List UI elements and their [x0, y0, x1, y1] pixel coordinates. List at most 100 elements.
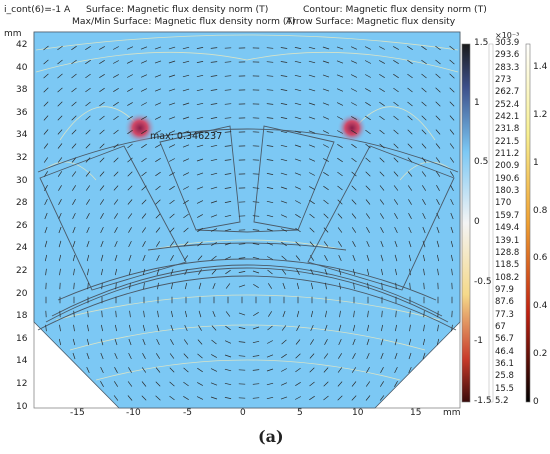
x-axis-unit: mm [443, 408, 461, 418]
field-arrow-574 [101, 310, 103, 318]
field-arrow-83 [365, 74, 371, 78]
field-arrow-731 [127, 395, 133, 401]
field-arrow-33 [85, 59, 91, 65]
field-arrow-451 [58, 254, 62, 262]
field-arrow-397 [141, 227, 147, 233]
field-arrow-708 [100, 381, 104, 387]
field-arrow-295 [393, 171, 399, 177]
field-arrow-273 [85, 171, 91, 177]
field-arrow-274 [99, 171, 105, 177]
field-arrow-8 [154, 46, 162, 50]
field-arrow-199 [308, 130, 316, 134]
field-arrow-227 [280, 144, 288, 148]
field-arrow-646 [281, 339, 287, 345]
field-arrow-491 [198, 269, 202, 275]
field-arrow-525 [253, 284, 259, 288]
field-arrow-593 [367, 310, 369, 318]
field-arrow-139 [308, 102, 316, 106]
field-arrow-482 [73, 268, 75, 276]
field-arrow-389 [450, 212, 454, 220]
field-arrow-192 [210, 131, 218, 133]
field-arrow-722 [295, 382, 301, 386]
field-arrow-519 [171, 282, 173, 290]
field-arrow-236 [407, 143, 413, 149]
field-arrow-527 [282, 282, 286, 290]
field-arrow-431 [197, 241, 203, 247]
field-arrow-516 [129, 282, 131, 290]
field-arrow-587 [282, 310, 286, 318]
field-arrow-308 [155, 185, 161, 191]
field-arrow-62 [71, 73, 77, 79]
contour-tick-16: 139.1 [495, 235, 520, 246]
field-arrow-394 [100, 226, 104, 234]
field-arrow-657 [436, 338, 440, 346]
contour-tick-14: 159.7 [495, 210, 520, 221]
field-arrow-68 [154, 74, 162, 78]
field-arrow-415 [394, 226, 398, 234]
field-arrow-476 [408, 254, 412, 262]
field-arrow-660 [100, 352, 104, 360]
field-arrow-504 [381, 268, 383, 276]
y-tick-13: 16 [16, 333, 28, 344]
field-arrow-496 [267, 269, 273, 275]
field-arrow-611 [198, 325, 202, 331]
field-arrow-311 [196, 186, 204, 190]
field-arrow-279 [169, 172, 175, 176]
field-arrow-242 [71, 157, 77, 163]
field-arrow-684 [86, 366, 90, 374]
field-arrow-229 [308, 144, 316, 148]
field-arrow-633 [100, 338, 104, 346]
y-tick-3: 36 [16, 107, 28, 118]
field-arrow-315 [252, 187, 260, 189]
field-arrow-459 [170, 255, 174, 261]
norm-tick-3: 0.8 [533, 205, 548, 216]
field-arrow-90 [43, 87, 49, 93]
field-arrow-358 [436, 199, 440, 205]
field-arrow-691 [183, 367, 189, 373]
field-arrow-520 [184, 282, 188, 290]
field-arrow-530 [325, 282, 327, 290]
field-arrow-617 [281, 325, 287, 331]
field-arrow-675 [309, 353, 315, 359]
field-arrow-508 [437, 268, 439, 276]
field-arrow-720 [266, 382, 274, 386]
field-arrow-526 [268, 283, 272, 289]
field-arrow-162 [210, 117, 218, 119]
field-arrow-179 [449, 115, 455, 121]
field-arrow-304 [99, 185, 105, 191]
field-arrow-213 [85, 143, 91, 149]
field-arrow-121 [57, 101, 63, 107]
field-arrow-625 [395, 324, 397, 332]
contour-tick-21: 87.6 [495, 297, 514, 308]
field-arrow-702 [337, 367, 343, 373]
y-tick-7: 28 [16, 198, 28, 209]
field-arrow-513 [87, 282, 89, 290]
field-arrow-92 [71, 87, 77, 93]
field-arrow-17 [280, 47, 288, 49]
field-arrow-392 [72, 226, 76, 234]
field-arrow-626 [409, 324, 411, 332]
field-arrow-2 [71, 45, 77, 51]
field-arrow-103 [224, 89, 232, 91]
field-arrow-3 [85, 46, 91, 50]
field-arrow-524 [238, 284, 246, 288]
field-arrow-607 [142, 324, 146, 332]
field-arrow-336 [127, 199, 133, 205]
field-arrow-156 [127, 116, 133, 120]
field-arrow-163 [224, 117, 232, 119]
x-tick-5: 10 [352, 408, 364, 418]
field-arrow-341 [196, 200, 204, 204]
norm-tick-0: 1.4 [533, 62, 548, 72]
field-arrow-218 [155, 144, 161, 148]
field-arrow-138 [294, 102, 302, 106]
field-arrow-728 [380, 381, 384, 387]
y-tick-0: 42 [16, 40, 28, 50]
field-arrow-357 [422, 199, 426, 205]
field-arrow-388 [436, 212, 440, 220]
field-arrow-152 [71, 115, 77, 121]
field-arrow-514 [101, 282, 103, 290]
field-arrow-429 [169, 241, 175, 247]
contour-title: Contour: Magnetic flux density norm (T) [303, 4, 487, 15]
field-arrow-609 [170, 324, 174, 332]
field-arrow-96 [127, 88, 133, 92]
